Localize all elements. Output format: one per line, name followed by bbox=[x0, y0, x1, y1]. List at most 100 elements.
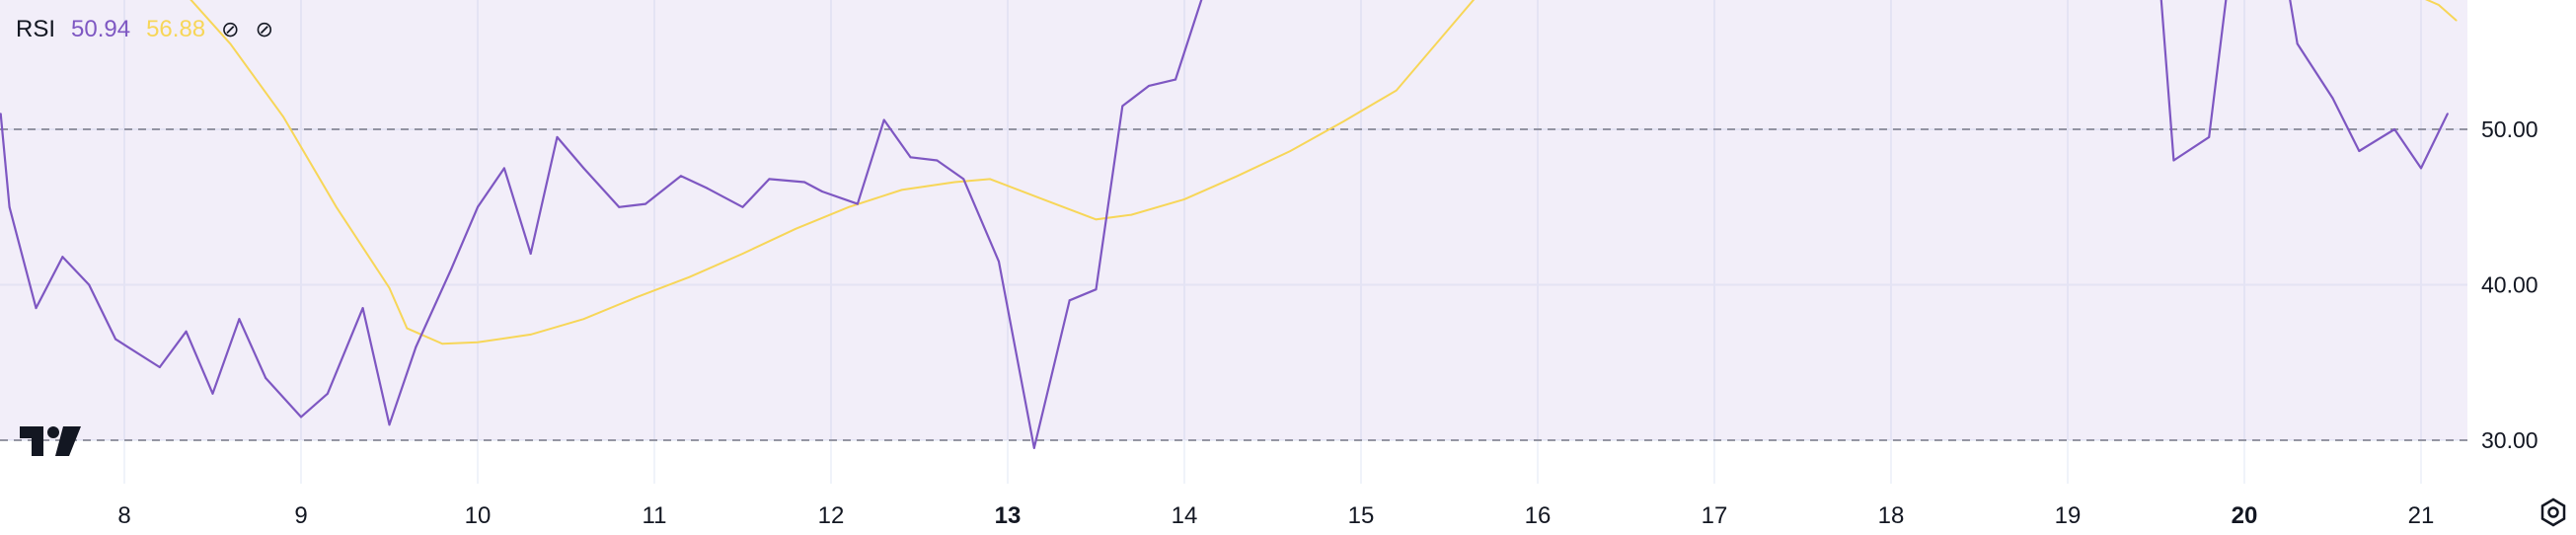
x-axis: 8 9 10 11 12 13 14 15 16 17 18 19 20 21 bbox=[117, 502, 2434, 529]
data-point-rsi bbox=[962, 178, 965, 181]
data-point-rsi bbox=[1174, 78, 1177, 81]
data-point-rsi bbox=[582, 167, 585, 170]
data-point-rsi bbox=[2296, 42, 2299, 45]
data-point-rsi-ma bbox=[1448, 27, 1451, 30]
data-point-rsi-ma bbox=[848, 205, 850, 208]
data-point-rsi bbox=[2393, 128, 2396, 130]
tradingview-logo-icon[interactable] bbox=[20, 424, 81, 458]
settings-gear-icon[interactable] bbox=[2538, 497, 2568, 527]
data-point-rsi bbox=[502, 167, 505, 170]
x-tick-label: 21 bbox=[2408, 502, 2435, 529]
data-point-rsi bbox=[2420, 167, 2422, 170]
data-point-rsi bbox=[821, 191, 824, 192]
data-point-rsi bbox=[882, 118, 885, 121]
data-point-rsi bbox=[998, 260, 1001, 263]
x-tick-label: 16 bbox=[1525, 502, 1552, 529]
legend-rsi-value: 50.94 bbox=[71, 16, 131, 42]
x-tick-label: 12 bbox=[818, 502, 845, 529]
data-point-rsi bbox=[326, 392, 329, 395]
data-point-rsi bbox=[300, 416, 302, 419]
x-tick-label: 14 bbox=[1172, 502, 1198, 529]
data-point-rsi-ma bbox=[989, 178, 991, 181]
hidden-eye-icon[interactable]: ⊘ bbox=[221, 17, 240, 41]
series-line-rsi-ma bbox=[189, 0, 2458, 345]
data-point-rsi bbox=[706, 187, 709, 190]
x-tick-label: 15 bbox=[1348, 502, 1375, 529]
data-point-rsi bbox=[1148, 84, 1151, 87]
series-points-rsi-ma bbox=[229, 4, 2458, 345]
data-point-rsi bbox=[741, 205, 744, 208]
x-tick-label: 20 bbox=[2232, 502, 2258, 529]
data-point-rsi-ma bbox=[282, 115, 284, 118]
legend-ma-value: 56.88 bbox=[146, 16, 206, 42]
data-point-rsi bbox=[477, 205, 479, 208]
data-point-rsi bbox=[768, 178, 771, 181]
x-tick-label: 9 bbox=[294, 502, 307, 529]
data-point-rsi bbox=[388, 423, 391, 426]
data-point-rsi bbox=[415, 345, 417, 348]
data-point-rsi-ma bbox=[1095, 218, 1098, 221]
data-point-rsi bbox=[185, 330, 188, 333]
data-point-rsi bbox=[1095, 288, 1098, 291]
series-points-rsi bbox=[0, 42, 2449, 449]
data-point-rsi-ma bbox=[1289, 150, 1292, 152]
data-point-rsi bbox=[0, 113, 2, 115]
data-point-rsi-ma bbox=[795, 228, 796, 230]
data-point-rsi-ma bbox=[441, 343, 444, 345]
data-point-rsi bbox=[644, 202, 647, 205]
data-point-rsi bbox=[556, 135, 559, 138]
data-point-rsi-ma bbox=[336, 205, 338, 208]
data-point-rsi bbox=[8, 205, 11, 208]
data-point-rsi bbox=[2358, 150, 2361, 153]
x-tick-label: 13 bbox=[995, 502, 1022, 529]
data-point-rsi bbox=[856, 202, 859, 205]
data-point-rsi bbox=[265, 377, 267, 379]
legend-indicator-name[interactable]: RSI bbox=[16, 16, 56, 42]
plot-background bbox=[0, 0, 2467, 484]
data-point-rsi-ma bbox=[388, 286, 391, 289]
data-point-rsi-ma bbox=[477, 341, 479, 344]
data-point-rsi-ma bbox=[582, 318, 585, 320]
data-point-rsi bbox=[114, 338, 117, 341]
x-tick-label: 18 bbox=[1878, 502, 1905, 529]
data-point-rsi bbox=[35, 307, 38, 310]
data-point-rsi bbox=[238, 318, 241, 321]
x-tick-label: 8 bbox=[117, 502, 130, 529]
data-point-rsi-ma bbox=[529, 334, 532, 336]
data-point-rsi-ma bbox=[1342, 120, 1344, 122]
rsi-level-lines bbox=[0, 128, 2467, 441]
data-point-rsi bbox=[61, 256, 64, 259]
data-point-rsi bbox=[2208, 135, 2211, 138]
data-point-rsi bbox=[2331, 97, 2334, 100]
data-point-rsi-ma bbox=[2438, 4, 2440, 6]
data-point-rsi-ma bbox=[741, 253, 744, 255]
data-point-rsi bbox=[1068, 299, 1071, 302]
data-point-rsi bbox=[158, 365, 161, 368]
data-point-rsi-ma bbox=[636, 296, 638, 298]
data-point-rsi bbox=[529, 253, 532, 255]
x-tick-label: 11 bbox=[643, 502, 667, 529]
data-point-rsi bbox=[211, 392, 214, 395]
data-point-rsi-ma bbox=[900, 189, 903, 191]
data-point-rsi bbox=[936, 159, 939, 162]
data-point-rsi-ma bbox=[689, 275, 691, 278]
y-tick-label: 30.00 bbox=[2481, 427, 2538, 453]
data-point-rsi-ma bbox=[2456, 19, 2458, 22]
x-tick-label: 10 bbox=[465, 502, 492, 529]
data-point-rsi-ma bbox=[953, 181, 956, 184]
data-point-rsi-ma bbox=[1236, 175, 1239, 178]
x-tick-label: 19 bbox=[2055, 502, 2082, 529]
data-point-rsi bbox=[803, 181, 806, 184]
legend: RSI 50.94 56.88 ⊘ ⊘ bbox=[16, 12, 273, 47]
hidden-eye-icon[interactable]: ⊘ bbox=[255, 17, 274, 41]
rsi-band-background bbox=[0, 0, 2467, 440]
data-point-rsi bbox=[2446, 113, 2449, 115]
data-point-rsi bbox=[1032, 446, 1035, 449]
data-point-rsi bbox=[618, 205, 621, 208]
y-tick-label: 50.00 bbox=[2481, 116, 2538, 142]
y-tick-label: 40.00 bbox=[2481, 272, 2538, 298]
data-point-rsi bbox=[1121, 105, 1124, 108]
data-point-rsi bbox=[450, 268, 453, 270]
